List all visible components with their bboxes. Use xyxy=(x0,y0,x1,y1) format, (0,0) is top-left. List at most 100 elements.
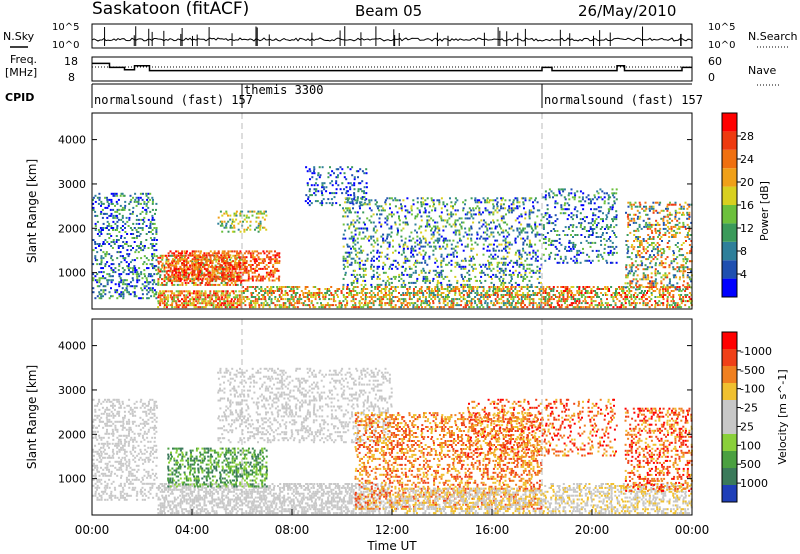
data-cell xyxy=(260,252,262,254)
data-cell xyxy=(608,288,610,290)
data-cell xyxy=(372,250,374,252)
data-cell xyxy=(189,280,191,282)
data-cell xyxy=(412,254,414,256)
data-cell xyxy=(352,246,354,248)
data-cell xyxy=(227,282,229,284)
data-cell xyxy=(344,230,346,232)
data-cell xyxy=(576,300,578,302)
data-cell xyxy=(135,249,137,251)
data-cell xyxy=(246,280,248,282)
data-cell xyxy=(373,292,375,294)
data-cell xyxy=(113,241,115,243)
data-cell xyxy=(493,258,495,260)
data-cell xyxy=(510,280,512,282)
data-cell xyxy=(600,196,602,198)
data-cell xyxy=(344,304,346,306)
data-cell xyxy=(538,272,540,274)
data-cell xyxy=(158,278,160,280)
data-cell xyxy=(347,194,349,196)
data-cell xyxy=(486,199,488,201)
data-cell xyxy=(210,258,212,260)
data-cell xyxy=(406,288,408,290)
data-cell xyxy=(343,294,345,296)
data-cell xyxy=(470,250,472,252)
data-cell xyxy=(348,294,350,296)
data-cell xyxy=(216,256,218,258)
data-cell xyxy=(397,199,399,201)
data-cell xyxy=(522,201,524,203)
data-cell xyxy=(589,306,591,308)
data-cell xyxy=(434,296,436,298)
data-cell xyxy=(341,292,343,294)
data-cell xyxy=(246,217,248,219)
data-cell xyxy=(590,208,592,210)
data-cell xyxy=(329,290,331,292)
data-cell xyxy=(596,296,598,298)
data-cell xyxy=(392,252,394,254)
data-cell xyxy=(483,298,485,300)
data-cell xyxy=(258,276,260,278)
data-cell xyxy=(399,246,401,248)
data-cell xyxy=(102,209,104,211)
data-cell xyxy=(608,290,610,292)
data-cell xyxy=(136,237,138,239)
data-cell xyxy=(243,231,245,233)
data-cell xyxy=(460,286,462,288)
data-cell xyxy=(497,211,499,213)
data-cell xyxy=(92,287,94,289)
data-cell xyxy=(460,304,462,306)
data-cell xyxy=(502,296,504,298)
data-cell xyxy=(498,209,500,211)
data-cell xyxy=(302,294,304,296)
data-cell xyxy=(248,264,250,266)
data-cell xyxy=(531,228,533,230)
data-cell xyxy=(268,258,270,260)
data-cell xyxy=(456,302,458,304)
data-cell xyxy=(193,272,195,274)
data-cell xyxy=(264,298,266,300)
data-cell xyxy=(480,266,482,268)
data-cell xyxy=(108,243,110,245)
data-cell xyxy=(422,294,424,296)
data-cell xyxy=(142,249,144,251)
data-cell xyxy=(196,274,198,276)
data-cell xyxy=(571,212,573,214)
data-cell xyxy=(130,249,132,251)
data-cell xyxy=(171,282,173,284)
data-cell xyxy=(370,284,372,286)
data-cell xyxy=(422,250,424,252)
data-cell xyxy=(243,296,245,298)
data-cell xyxy=(441,260,443,262)
data-cell xyxy=(588,242,590,244)
data-cell xyxy=(138,267,140,269)
data-cell xyxy=(550,304,552,306)
data-cell xyxy=(135,295,137,297)
data-cell xyxy=(116,257,118,259)
data-cell xyxy=(352,203,354,205)
data-cell xyxy=(367,258,369,260)
data-cell xyxy=(313,166,315,168)
data-cell xyxy=(364,270,366,272)
data-cell xyxy=(596,218,598,220)
data-cell xyxy=(208,266,210,268)
data-cell xyxy=(490,222,492,224)
data-cell xyxy=(608,254,610,256)
data-cell xyxy=(545,190,547,192)
data-cell xyxy=(425,209,427,211)
data-cell xyxy=(524,304,526,306)
data-cell xyxy=(173,284,175,286)
data-cell xyxy=(349,254,351,256)
data-cell xyxy=(148,247,150,249)
data-cell xyxy=(420,288,422,290)
data-cell xyxy=(244,290,246,292)
data-cell xyxy=(499,272,501,274)
data-cell xyxy=(315,188,317,190)
data-cell xyxy=(239,302,241,304)
data-cell xyxy=(556,240,558,242)
data-cell xyxy=(216,270,218,272)
data-cell xyxy=(253,211,255,213)
data-cell xyxy=(433,199,435,201)
data-cell xyxy=(136,197,138,199)
data-cell xyxy=(272,302,274,304)
data-cell xyxy=(136,271,138,273)
